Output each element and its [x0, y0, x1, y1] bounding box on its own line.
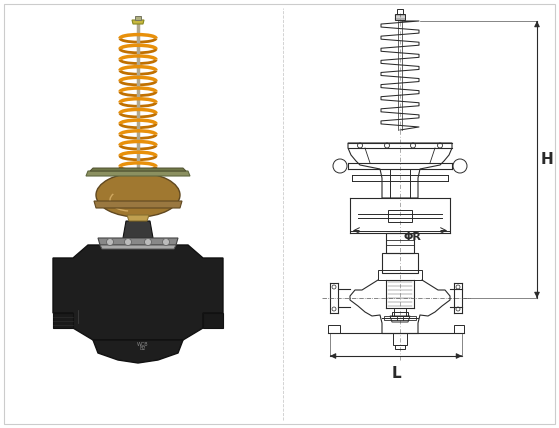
Bar	[382, 253, 418, 273]
Circle shape	[163, 238, 169, 246]
Bar	[395, 14, 405, 20]
Polygon shape	[93, 340, 183, 363]
Text: ΦR: ΦR	[403, 232, 421, 241]
Polygon shape	[127, 215, 149, 221]
Polygon shape	[90, 168, 186, 171]
Bar	[397, 9, 403, 14]
Polygon shape	[86, 171, 190, 176]
Bar	[393, 333, 407, 345]
Polygon shape	[98, 238, 178, 245]
Ellipse shape	[96, 173, 180, 217]
Text: H: H	[541, 152, 554, 167]
Polygon shape	[53, 313, 73, 328]
Text: L: L	[391, 366, 401, 381]
Polygon shape	[123, 221, 153, 238]
Circle shape	[144, 238, 151, 246]
Bar	[395, 345, 405, 349]
Text: WCB: WCB	[137, 342, 149, 347]
Text: B2: B2	[140, 346, 146, 351]
Bar	[384, 316, 416, 320]
Bar	[392, 312, 408, 316]
Circle shape	[107, 238, 113, 246]
Polygon shape	[135, 16, 141, 20]
Circle shape	[125, 238, 131, 246]
Polygon shape	[132, 20, 144, 24]
Polygon shape	[53, 245, 223, 340]
Bar	[388, 209, 412, 222]
Bar	[386, 233, 414, 253]
Polygon shape	[100, 245, 176, 249]
Polygon shape	[203, 313, 223, 328]
Polygon shape	[94, 201, 182, 208]
Bar	[378, 270, 422, 280]
